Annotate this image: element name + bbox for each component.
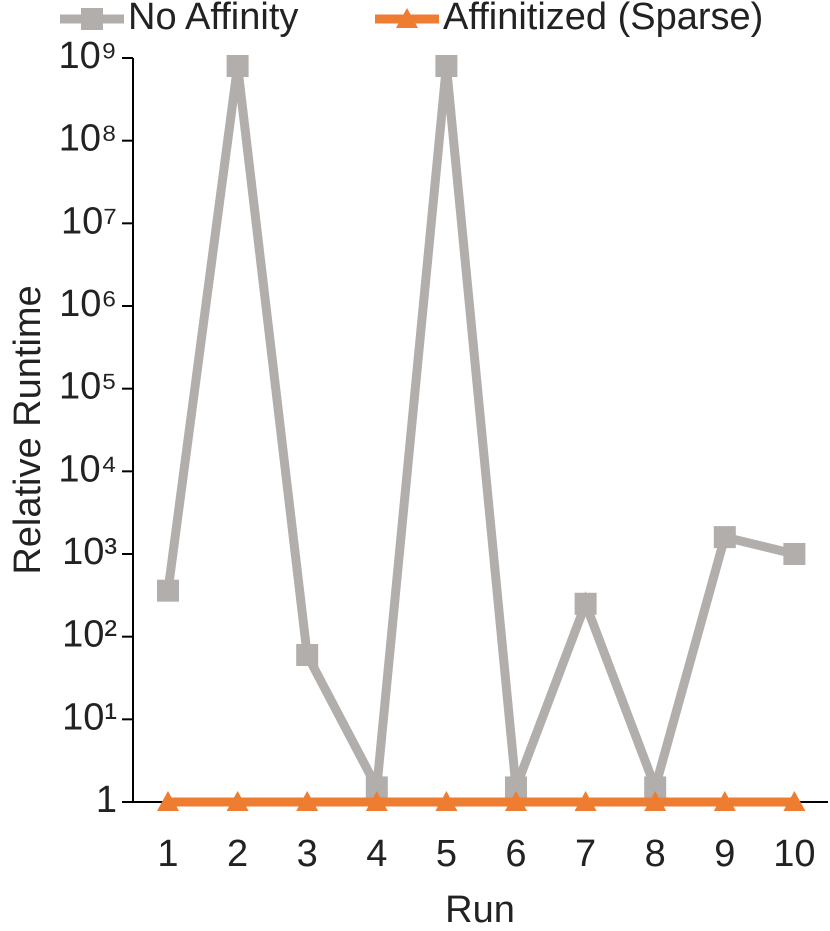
data-point (296, 791, 319, 811)
data-point (365, 791, 388, 811)
data-point (783, 543, 806, 565)
x-tick-label: 10 (773, 833, 815, 875)
data-point (157, 579, 179, 602)
data-point (157, 791, 179, 811)
x-axis-label: Run (445, 889, 515, 931)
y-tick-label: 10⁸ (59, 118, 117, 160)
data-point (713, 526, 736, 549)
data-point (226, 791, 249, 811)
x-tick-label: 3 (297, 833, 318, 875)
data-point (505, 791, 527, 811)
x-tick-label: 1 (157, 833, 178, 875)
x-tick-label: 5 (436, 833, 457, 875)
x-tick-label: 4 (366, 833, 387, 875)
data-point (644, 776, 667, 799)
data-point (644, 791, 667, 811)
y-tick-label: 10³ (62, 531, 117, 573)
y-tick-label: 10¹ (62, 696, 117, 738)
legend-marker (81, 8, 103, 30)
x-tick-label: 9 (714, 833, 735, 875)
y-tick-label: 10⁴ (58, 448, 117, 490)
data-point (783, 791, 806, 811)
legend-label: No Affinity (128, 0, 298, 38)
data-point (435, 55, 458, 78)
legend-label: Affinitized (Sparse) (443, 0, 763, 38)
x-tick-label: 8 (645, 833, 666, 875)
data-point (296, 644, 319, 667)
y-tick-label: 10⁵ (59, 366, 117, 408)
data-point (435, 791, 458, 811)
x-tick-label: 7 (575, 833, 596, 875)
data-point (365, 776, 388, 799)
y-axis-label: Relative Runtime (7, 285, 49, 574)
x-tick-label: 6 (505, 833, 526, 875)
legend-marker (396, 8, 418, 28)
y-tick-label: 10⁹ (58, 35, 117, 77)
data-point (226, 55, 249, 78)
y-tick-label: 1 (96, 779, 117, 821)
data-point (505, 776, 527, 799)
series-line (163, 65, 796, 803)
data-point (574, 592, 597, 615)
y-tick-label: 10⁶ (59, 283, 117, 325)
data-point (574, 791, 597, 811)
y-tick-label: 10⁷ (61, 200, 117, 242)
y-tick-label: 10² (62, 614, 117, 656)
x-tick-label: 2 (227, 833, 248, 875)
data-point (713, 791, 736, 811)
